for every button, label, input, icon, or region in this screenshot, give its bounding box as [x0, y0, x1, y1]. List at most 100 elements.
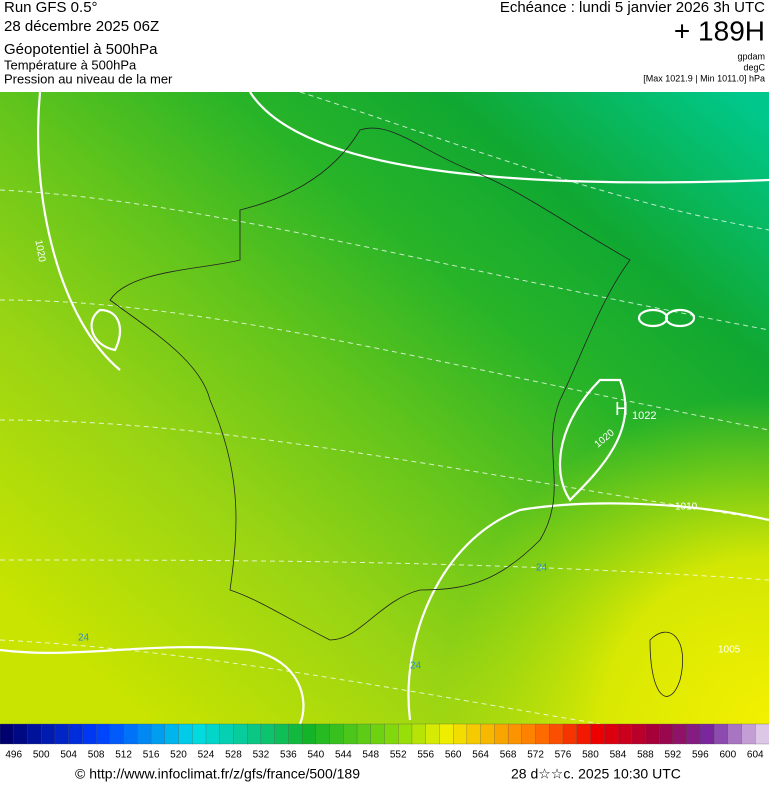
colorbar-cell: [109, 723, 125, 745]
colorbar-cell: [164, 723, 180, 745]
colorbar-label: 548: [362, 750, 379, 761]
echeance: Echéance : lundi 5 janvier 2026 3h UTC: [500, 0, 765, 16]
run-date: 28 décembre 2025 06Z: [4, 18, 159, 35]
colorbar-cell: [755, 723, 769, 745]
colorbar-cell: [343, 723, 358, 745]
colorbar-cell: [247, 723, 262, 745]
colorbar-cell: [617, 723, 633, 745]
colorbar-cell: [700, 723, 715, 745]
colorbar-cell: [301, 723, 317, 745]
colorbar-label: 516: [143, 750, 160, 761]
colorbar-cell: [178, 723, 193, 745]
unit-label: gpdam: [737, 51, 765, 61]
colorbar-cell: [631, 723, 647, 745]
colorbar-label: 532: [253, 750, 270, 761]
colorbar-cell: [713, 723, 729, 745]
colorbar-cell: [274, 723, 290, 745]
colorbar-label: 596: [692, 750, 709, 761]
colorbar-cell: [562, 723, 578, 745]
high-value: 1022: [632, 410, 656, 422]
colorbar-cell: [41, 723, 56, 745]
temp-label: 24: [536, 563, 548, 574]
colorbar-cell: [95, 723, 111, 745]
colorbar-label: 524: [198, 750, 215, 761]
colorbar-cell: [205, 723, 221, 745]
unit-label: degC: [743, 62, 765, 72]
colorbar-cell: [260, 723, 276, 745]
colorbar-cell: [384, 723, 399, 745]
colorbar-cell: [549, 723, 564, 745]
colorbar-cell: [315, 723, 331, 745]
colorbar-label: 564: [472, 750, 489, 761]
colorbar: 496 500 504 508 512 516 520 524 528 532 536 540 544 5…: [0, 723, 769, 761]
colorbar-label: 496: [5, 750, 22, 761]
colorbar-cell: [658, 723, 674, 745]
colorbar-label: 540: [307, 750, 324, 761]
colorbar-cell: [137, 723, 152, 745]
colorbar-cell: [439, 723, 454, 745]
colorbar-cell: [150, 723, 166, 745]
colorbar-cell: [672, 723, 688, 745]
isobar-label: 1020: [32, 239, 47, 263]
colorbar-cell: [219, 723, 235, 745]
colorbar-label: 592: [665, 750, 682, 761]
temp-label: 24: [410, 661, 422, 672]
colorbar-cell: [480, 723, 496, 745]
colorbar-cell: [0, 723, 15, 745]
colorbar-cell: [466, 723, 482, 745]
colorbar-cell: [398, 723, 413, 745]
colorbar-label: 576: [555, 750, 572, 761]
colorbar-cell: [370, 723, 386, 745]
colorbar-label: 508: [88, 750, 105, 761]
colorbar-label: 504: [60, 750, 77, 761]
lead-time: + 189H: [674, 15, 765, 46]
colorbar-cell: [507, 723, 523, 745]
field-label: Température à 500hPa: [4, 57, 137, 72]
field-label: Géopotentiel à 500hPa: [4, 41, 158, 58]
colorbar-cell: [82, 723, 97, 745]
colorbar-label: 580: [582, 750, 599, 761]
colorbar-cell: [411, 723, 427, 745]
colorbar-cell: [727, 723, 743, 745]
field-label: Pression au niveau de la mer: [4, 71, 173, 86]
colorbar-cell: [54, 723, 70, 745]
colorbar-cell: [453, 723, 468, 745]
map: 1020 H 1022 1020 1010 1005 24 24 24: [0, 91, 769, 725]
colorbar-cell: [288, 723, 303, 745]
isobar-label: 1005: [718, 645, 741, 656]
colorbar-label: 584: [610, 750, 627, 761]
colorbar-cell: [645, 723, 660, 745]
colorbar-label: 556: [417, 750, 434, 761]
colorbar-label: 528: [225, 750, 242, 761]
colorbar-label: 588: [637, 750, 654, 761]
colorbar-cell: [576, 723, 592, 745]
colorbar-cell: [329, 723, 344, 745]
colorbar-label: 560: [445, 750, 462, 761]
high-marker: H: [615, 399, 628, 419]
colorbar-cell: [68, 723, 84, 745]
colorbar-label: 604: [747, 750, 764, 761]
colorbar-label: 500: [33, 750, 50, 761]
colorbar-cell: [192, 723, 207, 745]
footer-date: 28 d☆☆c. 2025 10:30 UTC: [511, 766, 681, 782]
colorbar-label: 512: [115, 750, 132, 761]
run-title: Run GFS 0.5°: [4, 0, 98, 16]
colorbar-cell: [590, 723, 605, 745]
isobar-label: 1010: [675, 502, 698, 513]
colorbar-cell: [27, 723, 42, 745]
colorbar-cell: [13, 723, 29, 745]
colorbar-label: 572: [527, 750, 544, 761]
colorbar-cell: [233, 723, 248, 745]
colorbar-cell: [356, 723, 372, 745]
colorbar-label: 520: [170, 750, 187, 761]
footer-source: © http://www.infoclimat.fr/z/gfs/france/…: [75, 766, 360, 782]
colorbar-label: 536: [280, 750, 297, 761]
colorbar-label: 568: [500, 750, 517, 761]
colorbar-cell: [123, 723, 138, 745]
colorbar-cell: [535, 723, 550, 745]
colorbar-cell: [604, 723, 619, 745]
unit-label: [Max 1021.9 | Min 1011.0] hPa: [643, 73, 765, 83]
colorbar-cell: [425, 723, 441, 745]
